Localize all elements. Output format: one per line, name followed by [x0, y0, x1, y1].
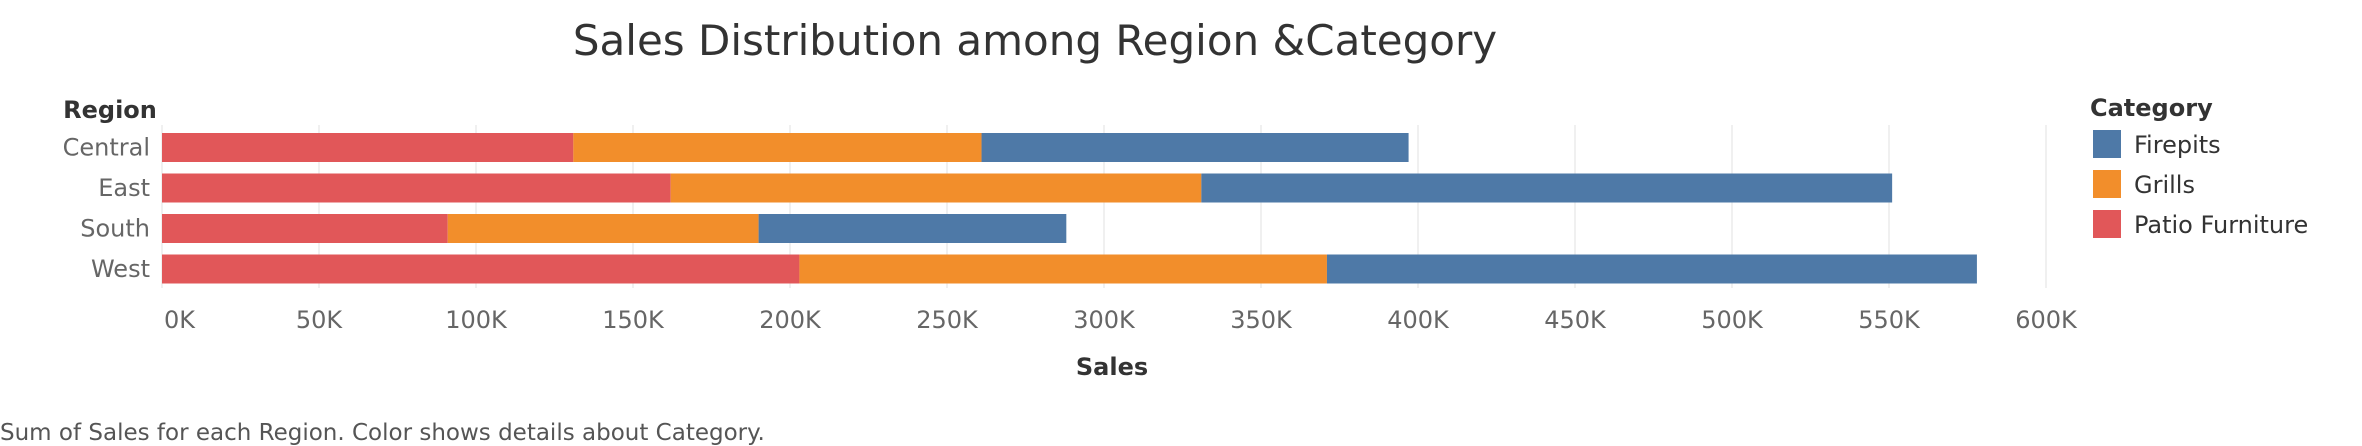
category-label-south: South — [80, 215, 150, 243]
legend-label-grills[interactable]: Grills — [2134, 171, 2195, 199]
x-tick-label: 550K — [1858, 306, 1921, 334]
legend-title: Category — [2090, 94, 2213, 122]
bar-south-firepits[interactable] — [758, 214, 1067, 243]
x-tick-label: 350K — [1230, 306, 1293, 334]
legend-swatch-patio-furniture[interactable] — [2093, 210, 2121, 238]
bar-central-grills[interactable] — [573, 133, 982, 162]
x-tick-label: 600K — [2015, 306, 2078, 334]
bar-east-firepits[interactable] — [1201, 173, 1893, 203]
x-tick-label: 450K — [1544, 306, 1607, 334]
bar-west-firepits[interactable] — [1326, 254, 1977, 284]
x-tick-label: 200K — [759, 306, 822, 334]
bar-west-grills[interactable] — [799, 254, 1327, 284]
bar-east-grills[interactable] — [670, 173, 1202, 203]
category-label-central: Central — [63, 134, 150, 162]
bars — [162, 133, 1977, 284]
y-axis-title: Region — [63, 96, 157, 124]
x-tick-label: 100K — [445, 306, 508, 334]
legend-label-firepits[interactable]: Firepits — [2134, 131, 2221, 159]
chart-title: Sales Distribution among Region &Categor… — [573, 16, 1497, 65]
x-axis-ticks: 0K 50K 100K 150K 200K 250K 300K 350K 400K 450K 500… — [164, 306, 2078, 334]
legend-swatch-firepits[interactable] — [2093, 130, 2121, 158]
x-tick-label: 250K — [916, 306, 979, 334]
bar-central-patio-furniture[interactable] — [162, 133, 574, 162]
bar-south-grills[interactable] — [447, 214, 759, 243]
bar-south-patio-furniture[interactable] — [162, 214, 448, 243]
chart-caption: Sum of Sales for each Region. Color show… — [0, 420, 765, 446]
x-tick-label: 150K — [602, 306, 665, 334]
bar-east-patio-furniture[interactable] — [162, 173, 671, 203]
category-labels: Central East South West — [63, 134, 150, 284]
legend: Category Firepits Grills Patio Furniture — [2090, 94, 2308, 239]
bar-west-patio-furniture[interactable] — [162, 254, 800, 284]
x-tick-label: 0K — [164, 306, 196, 334]
bar-central-firepits[interactable] — [981, 133, 1409, 162]
x-tick-label: 50K — [296, 306, 344, 334]
legend-label-patio-furniture[interactable]: Patio Furniture — [2134, 211, 2308, 239]
x-tick-label: 300K — [1073, 306, 1136, 334]
x-tick-label: 400K — [1387, 306, 1450, 334]
x-tick-label: 500K — [1701, 306, 1764, 334]
category-label-west: West — [91, 255, 150, 283]
category-label-east: East — [98, 174, 150, 202]
x-axis-title: Sales — [1076, 353, 1148, 381]
legend-swatch-grills[interactable] — [2093, 170, 2121, 198]
